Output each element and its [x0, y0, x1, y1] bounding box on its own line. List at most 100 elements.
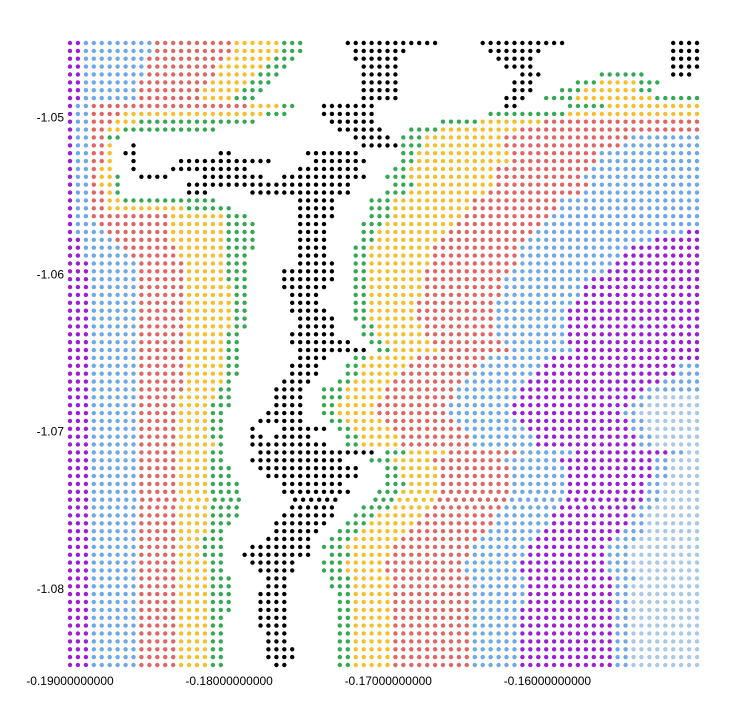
dot [163, 174, 168, 179]
dot [210, 316, 216, 321]
dot [488, 599, 493, 605]
dot [321, 489, 327, 494]
dot [202, 544, 208, 550]
dot [440, 127, 446, 132]
dot [178, 40, 184, 46]
dot [401, 403, 406, 408]
dot [337, 127, 342, 132]
dot [520, 111, 525, 117]
dot [504, 308, 509, 313]
dot [75, 198, 81, 203]
dot [99, 584, 104, 589]
dot [155, 552, 160, 557]
dot [178, 395, 184, 400]
dot [647, 434, 652, 439]
dot [75, 379, 81, 384]
dot [67, 591, 73, 597]
dot [139, 292, 144, 298]
dot [163, 56, 168, 61]
dot [520, 166, 525, 172]
dot [305, 292, 311, 298]
dot [425, 458, 430, 463]
dot [512, 64, 517, 69]
dot [75, 623, 81, 628]
dot [147, 237, 152, 242]
dot [599, 607, 604, 613]
dot [258, 88, 263, 93]
dot [99, 529, 104, 534]
dot [250, 229, 255, 235]
dot [448, 536, 454, 542]
dot [544, 127, 549, 132]
dot [472, 450, 477, 455]
dot [432, 245, 438, 250]
dot [115, 269, 120, 274]
dot [83, 143, 89, 148]
dot [282, 513, 287, 518]
dot [663, 607, 668, 613]
dot [528, 513, 533, 518]
dot [282, 599, 287, 605]
dot [337, 158, 342, 164]
dot [432, 489, 438, 494]
dot [480, 119, 485, 124]
dot [686, 72, 692, 77]
dot [147, 442, 152, 447]
dot [678, 158, 684, 164]
dot [536, 72, 541, 77]
dot [393, 206, 398, 211]
dot [536, 198, 541, 203]
dot [504, 505, 509, 510]
dot [361, 615, 366, 620]
dot [655, 80, 660, 85]
dot [91, 489, 97, 494]
dot [694, 466, 700, 471]
dot [202, 221, 208, 227]
dot [258, 56, 263, 61]
dot [440, 410, 446, 416]
dot [115, 88, 120, 93]
dot [345, 379, 350, 384]
dot [448, 607, 454, 613]
dot [567, 521, 573, 526]
dot [432, 40, 438, 46]
dot [567, 229, 573, 235]
dot [91, 576, 97, 581]
dot [488, 489, 493, 494]
dot [131, 103, 136, 109]
dot [678, 308, 684, 313]
dot [131, 576, 136, 581]
dot [615, 292, 620, 298]
dot [623, 568, 628, 573]
dot [520, 308, 525, 313]
dot [171, 434, 176, 439]
dot [139, 174, 144, 179]
dot [631, 284, 636, 290]
dot [218, 505, 223, 510]
dot [313, 347, 319, 353]
dot [107, 300, 112, 305]
dot [520, 379, 525, 384]
dot [361, 426, 366, 431]
dot [91, 277, 97, 282]
dot [575, 182, 581, 187]
dot [202, 450, 208, 455]
dot [623, 426, 628, 431]
dot [678, 497, 684, 502]
dot [266, 158, 271, 164]
dot [440, 198, 446, 203]
dot [448, 481, 454, 487]
dot [520, 253, 525, 258]
dot [186, 529, 192, 534]
dot [694, 158, 700, 164]
dot [290, 434, 295, 439]
dot [139, 363, 144, 368]
dot [623, 410, 628, 416]
dot [107, 607, 112, 613]
dot [115, 221, 120, 227]
dot [631, 568, 636, 573]
dot [425, 245, 430, 250]
dot [171, 560, 176, 565]
dot [321, 355, 327, 361]
dot [559, 166, 565, 172]
